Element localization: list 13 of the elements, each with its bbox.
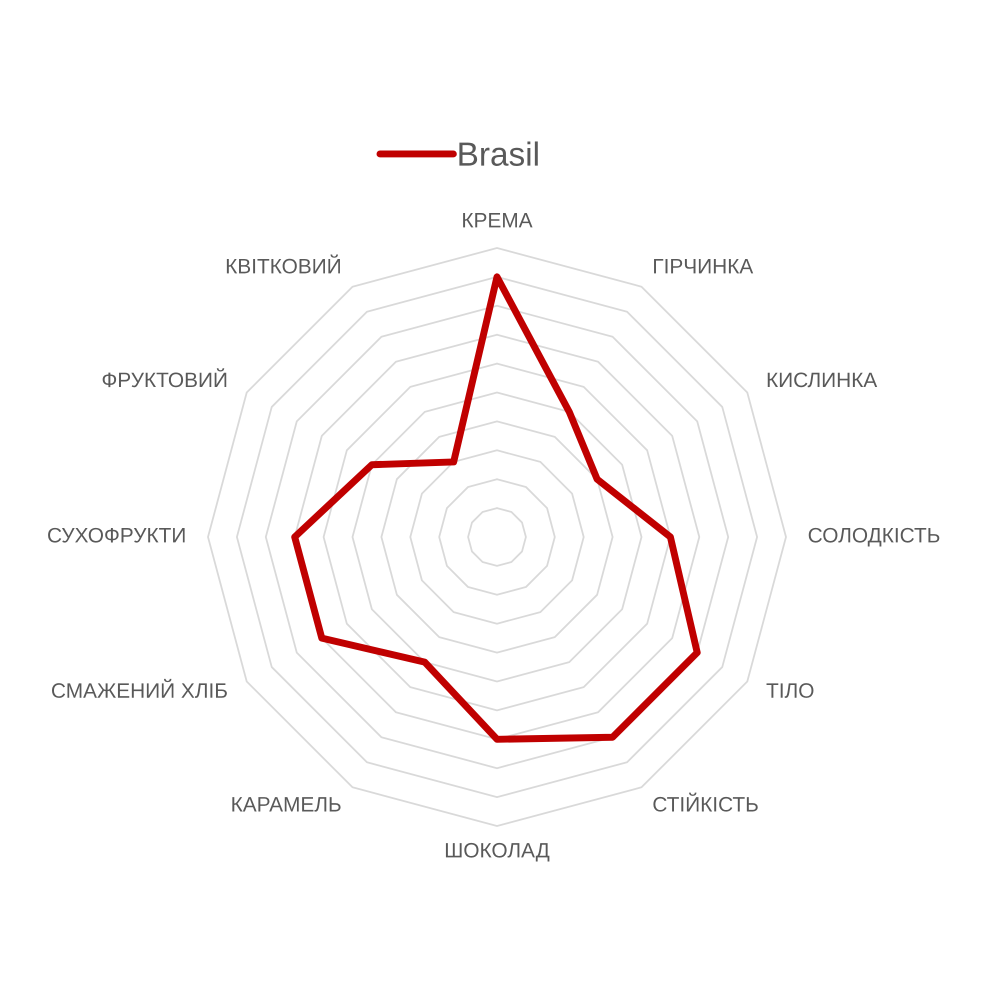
spoke-label: ГІРЧИНКА <box>654 258 754 274</box>
spoke-label: КВІТКОВИЙ <box>226 254 340 274</box>
spoke-label: ТІЛО <box>766 683 814 698</box>
spoke-label: СОЛОДКІСТЬ <box>808 528 940 547</box>
spoke-label: ФРУКТОВИЙ <box>102 368 226 388</box>
spoke-label: КРЕМА <box>463 213 533 228</box>
spoke-label: ШОКОЛАД <box>446 842 550 862</box>
spoke-label: КАРАМЕЛЬ <box>232 797 341 812</box>
spoke-label: КИСЛИНКА <box>768 372 878 388</box>
spoke-label: СМАЖЕНИЙ ХЛІБ <box>52 678 227 698</box>
spoke-label: СТІЙКІСТЬ <box>653 792 758 812</box>
legend-label: Brasil <box>459 141 538 166</box>
spoke-label: СУХОФРУКТИ <box>48 528 185 543</box>
